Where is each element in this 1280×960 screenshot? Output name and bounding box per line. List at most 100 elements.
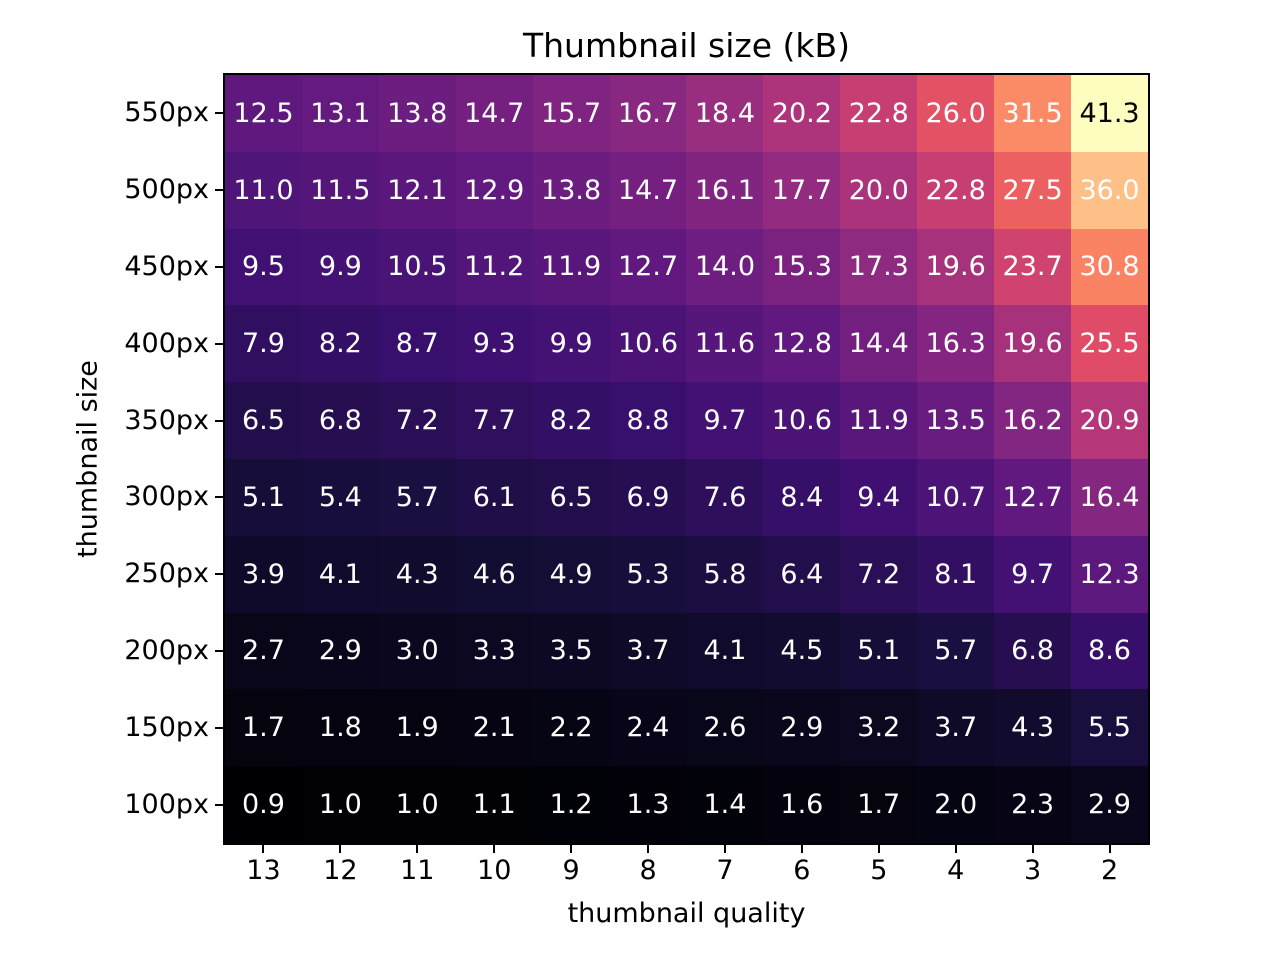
heatmap-cell: 7.9 bbox=[225, 305, 302, 383]
heatmap-cell: 7.7 bbox=[455, 382, 533, 459]
heatmap-cell: 20.0 bbox=[840, 151, 918, 229]
heatmap-cell: 23.7 bbox=[994, 228, 1072, 306]
heatmap-cell: 18.4 bbox=[686, 75, 764, 152]
heatmap-cell: 10.6 bbox=[763, 382, 841, 459]
x-tick-mark bbox=[570, 845, 573, 853]
heatmap-cell: 14.7 bbox=[609, 151, 687, 229]
heatmap-cell: 15.7 bbox=[532, 75, 610, 152]
heatmap-cell: 6.5 bbox=[532, 459, 610, 536]
y-axis-label: thumbnail size bbox=[72, 360, 104, 558]
x-tick-label: 3 bbox=[1024, 855, 1042, 886]
heatmap-cell: 11.9 bbox=[532, 228, 610, 306]
heatmap-cell: 17.3 bbox=[840, 228, 918, 306]
heatmap-cell: 1.1 bbox=[455, 766, 533, 843]
x-tick-label: 8 bbox=[639, 855, 657, 886]
heatmap-cell: 6.1 bbox=[455, 459, 533, 536]
heatmap-cell: 2.4 bbox=[609, 689, 687, 767]
y-tick-label: 150px bbox=[124, 711, 209, 743]
heatmap-cell: 14.0 bbox=[686, 228, 764, 306]
heatmap-cell: 5.7 bbox=[378, 459, 456, 536]
heatmap-cell: 5.7 bbox=[917, 612, 995, 690]
heatmap-cell: 2.6 bbox=[686, 689, 764, 767]
heatmap-cell: 9.9 bbox=[301, 228, 379, 306]
heatmap-cell: 9.7 bbox=[994, 535, 1072, 613]
heatmap-cell: 16.3 bbox=[917, 305, 995, 383]
heatmap-cell: 14.7 bbox=[455, 75, 533, 152]
heatmap-cell: 7.2 bbox=[378, 382, 456, 459]
x-tick-mark bbox=[723, 845, 726, 853]
heatmap-cell: 1.7 bbox=[225, 689, 302, 767]
heatmap-cell: 41.3 bbox=[1071, 75, 1148, 152]
heatmap-cell: 11.0 bbox=[225, 151, 302, 229]
x-tick-mark bbox=[954, 845, 957, 853]
y-tick-label: 550px bbox=[124, 97, 209, 129]
heatmap-cell: 12.7 bbox=[609, 228, 687, 306]
heatmap-cell: 5.8 bbox=[686, 535, 764, 613]
heatmap-cell: 36.0 bbox=[1071, 151, 1148, 229]
x-tick-mark bbox=[416, 845, 419, 853]
heatmap-cell: 11.6 bbox=[686, 305, 764, 383]
heatmap-cell: 8.8 bbox=[609, 382, 687, 459]
x-tick-mark bbox=[1108, 845, 1111, 853]
y-tick-label: 500px bbox=[124, 174, 209, 206]
heatmap-cell: 16.2 bbox=[994, 382, 1072, 459]
heatmap-cell: 22.8 bbox=[917, 151, 995, 229]
heatmap-cell: 8.4 bbox=[763, 459, 841, 536]
y-tick-mark bbox=[215, 650, 223, 652]
chart-title: Thumbnail size (kB) bbox=[522, 26, 851, 65]
heatmap-cell: 6.4 bbox=[763, 535, 841, 613]
heatmap-cell: 9.3 bbox=[455, 305, 533, 383]
heatmap-cell: 2.9 bbox=[1071, 766, 1148, 843]
heatmap-cell: 1.4 bbox=[686, 766, 764, 843]
heatmap-cell: 10.7 bbox=[917, 459, 995, 536]
heatmap-cell: 5.5 bbox=[1071, 689, 1148, 767]
heatmap-cell: 14.4 bbox=[840, 305, 918, 383]
heatmap-cell: 0.9 bbox=[225, 766, 302, 843]
x-tick-mark bbox=[1031, 845, 1034, 853]
heatmap-cell: 10.5 bbox=[378, 228, 456, 306]
y-tick-mark bbox=[215, 266, 223, 268]
heatmap-cell: 12.1 bbox=[378, 151, 456, 229]
x-tick-label: 2 bbox=[1100, 855, 1119, 886]
y-tick-mark bbox=[215, 803, 223, 806]
heatmap-cell: 4.3 bbox=[378, 535, 456, 613]
heatmap-cell: 1.2 bbox=[532, 766, 610, 843]
heatmap-cell: 1.3 bbox=[609, 766, 687, 843]
y-tick-label: 300px bbox=[124, 481, 209, 513]
x-tick-mark bbox=[800, 845, 803, 853]
heatmap-grid: 12.5 13.1 13.8 14.7 15.7 16.7 18.4 20.2 22.8 26.0… bbox=[225, 75, 1148, 843]
heatmap-cell: 12.5 bbox=[225, 75, 302, 152]
heatmap-cell: 9.4 bbox=[840, 459, 918, 536]
heatmap-cell: 6.9 bbox=[609, 459, 687, 536]
y-tick-label: 100px bbox=[124, 788, 209, 820]
heatmap-cell: 4.6 bbox=[455, 535, 533, 613]
heatmap-cell: 3.7 bbox=[917, 689, 995, 767]
heatmap-cell: 16.4 bbox=[1071, 459, 1148, 536]
heatmap-cell: 12.9 bbox=[455, 151, 533, 229]
heatmap-cell: 5.4 bbox=[301, 459, 379, 536]
x-tick-label: 6 bbox=[793, 855, 811, 886]
heatmap-cell: 3.5 bbox=[532, 612, 610, 690]
heatmap-cell: 22.8 bbox=[840, 75, 918, 152]
heatmap-cell: 4.1 bbox=[686, 612, 764, 690]
x-tick-label: 13 bbox=[246, 855, 281, 886]
heatmap-cell: 3.9 bbox=[225, 535, 302, 613]
y-tick-label: 200px bbox=[124, 635, 209, 666]
heatmap-cell: 2.2 bbox=[532, 689, 610, 767]
heatmap-cell: 4.1 bbox=[301, 535, 379, 613]
heatmap-cell: 2.9 bbox=[301, 612, 379, 690]
heatmap-cell: 11.9 bbox=[840, 382, 918, 459]
heatmap-cell: 11.2 bbox=[455, 228, 533, 306]
heatmap-cell: 12.7 bbox=[994, 459, 1072, 536]
y-tick-mark bbox=[215, 496, 223, 499]
x-tick-label: 11 bbox=[400, 855, 435, 886]
heatmap-cell: 4.5 bbox=[763, 612, 841, 690]
y-tick-mark bbox=[215, 189, 223, 192]
heatmap-cell: 3.2 bbox=[840, 689, 918, 767]
x-tick-label: 10 bbox=[477, 855, 512, 886]
y-tick-mark bbox=[215, 112, 223, 115]
heatmap-cell: 9.7 bbox=[686, 382, 764, 459]
heatmap-cell: 6.5 bbox=[225, 382, 302, 459]
heatmap-cell: 30.8 bbox=[1071, 228, 1148, 306]
